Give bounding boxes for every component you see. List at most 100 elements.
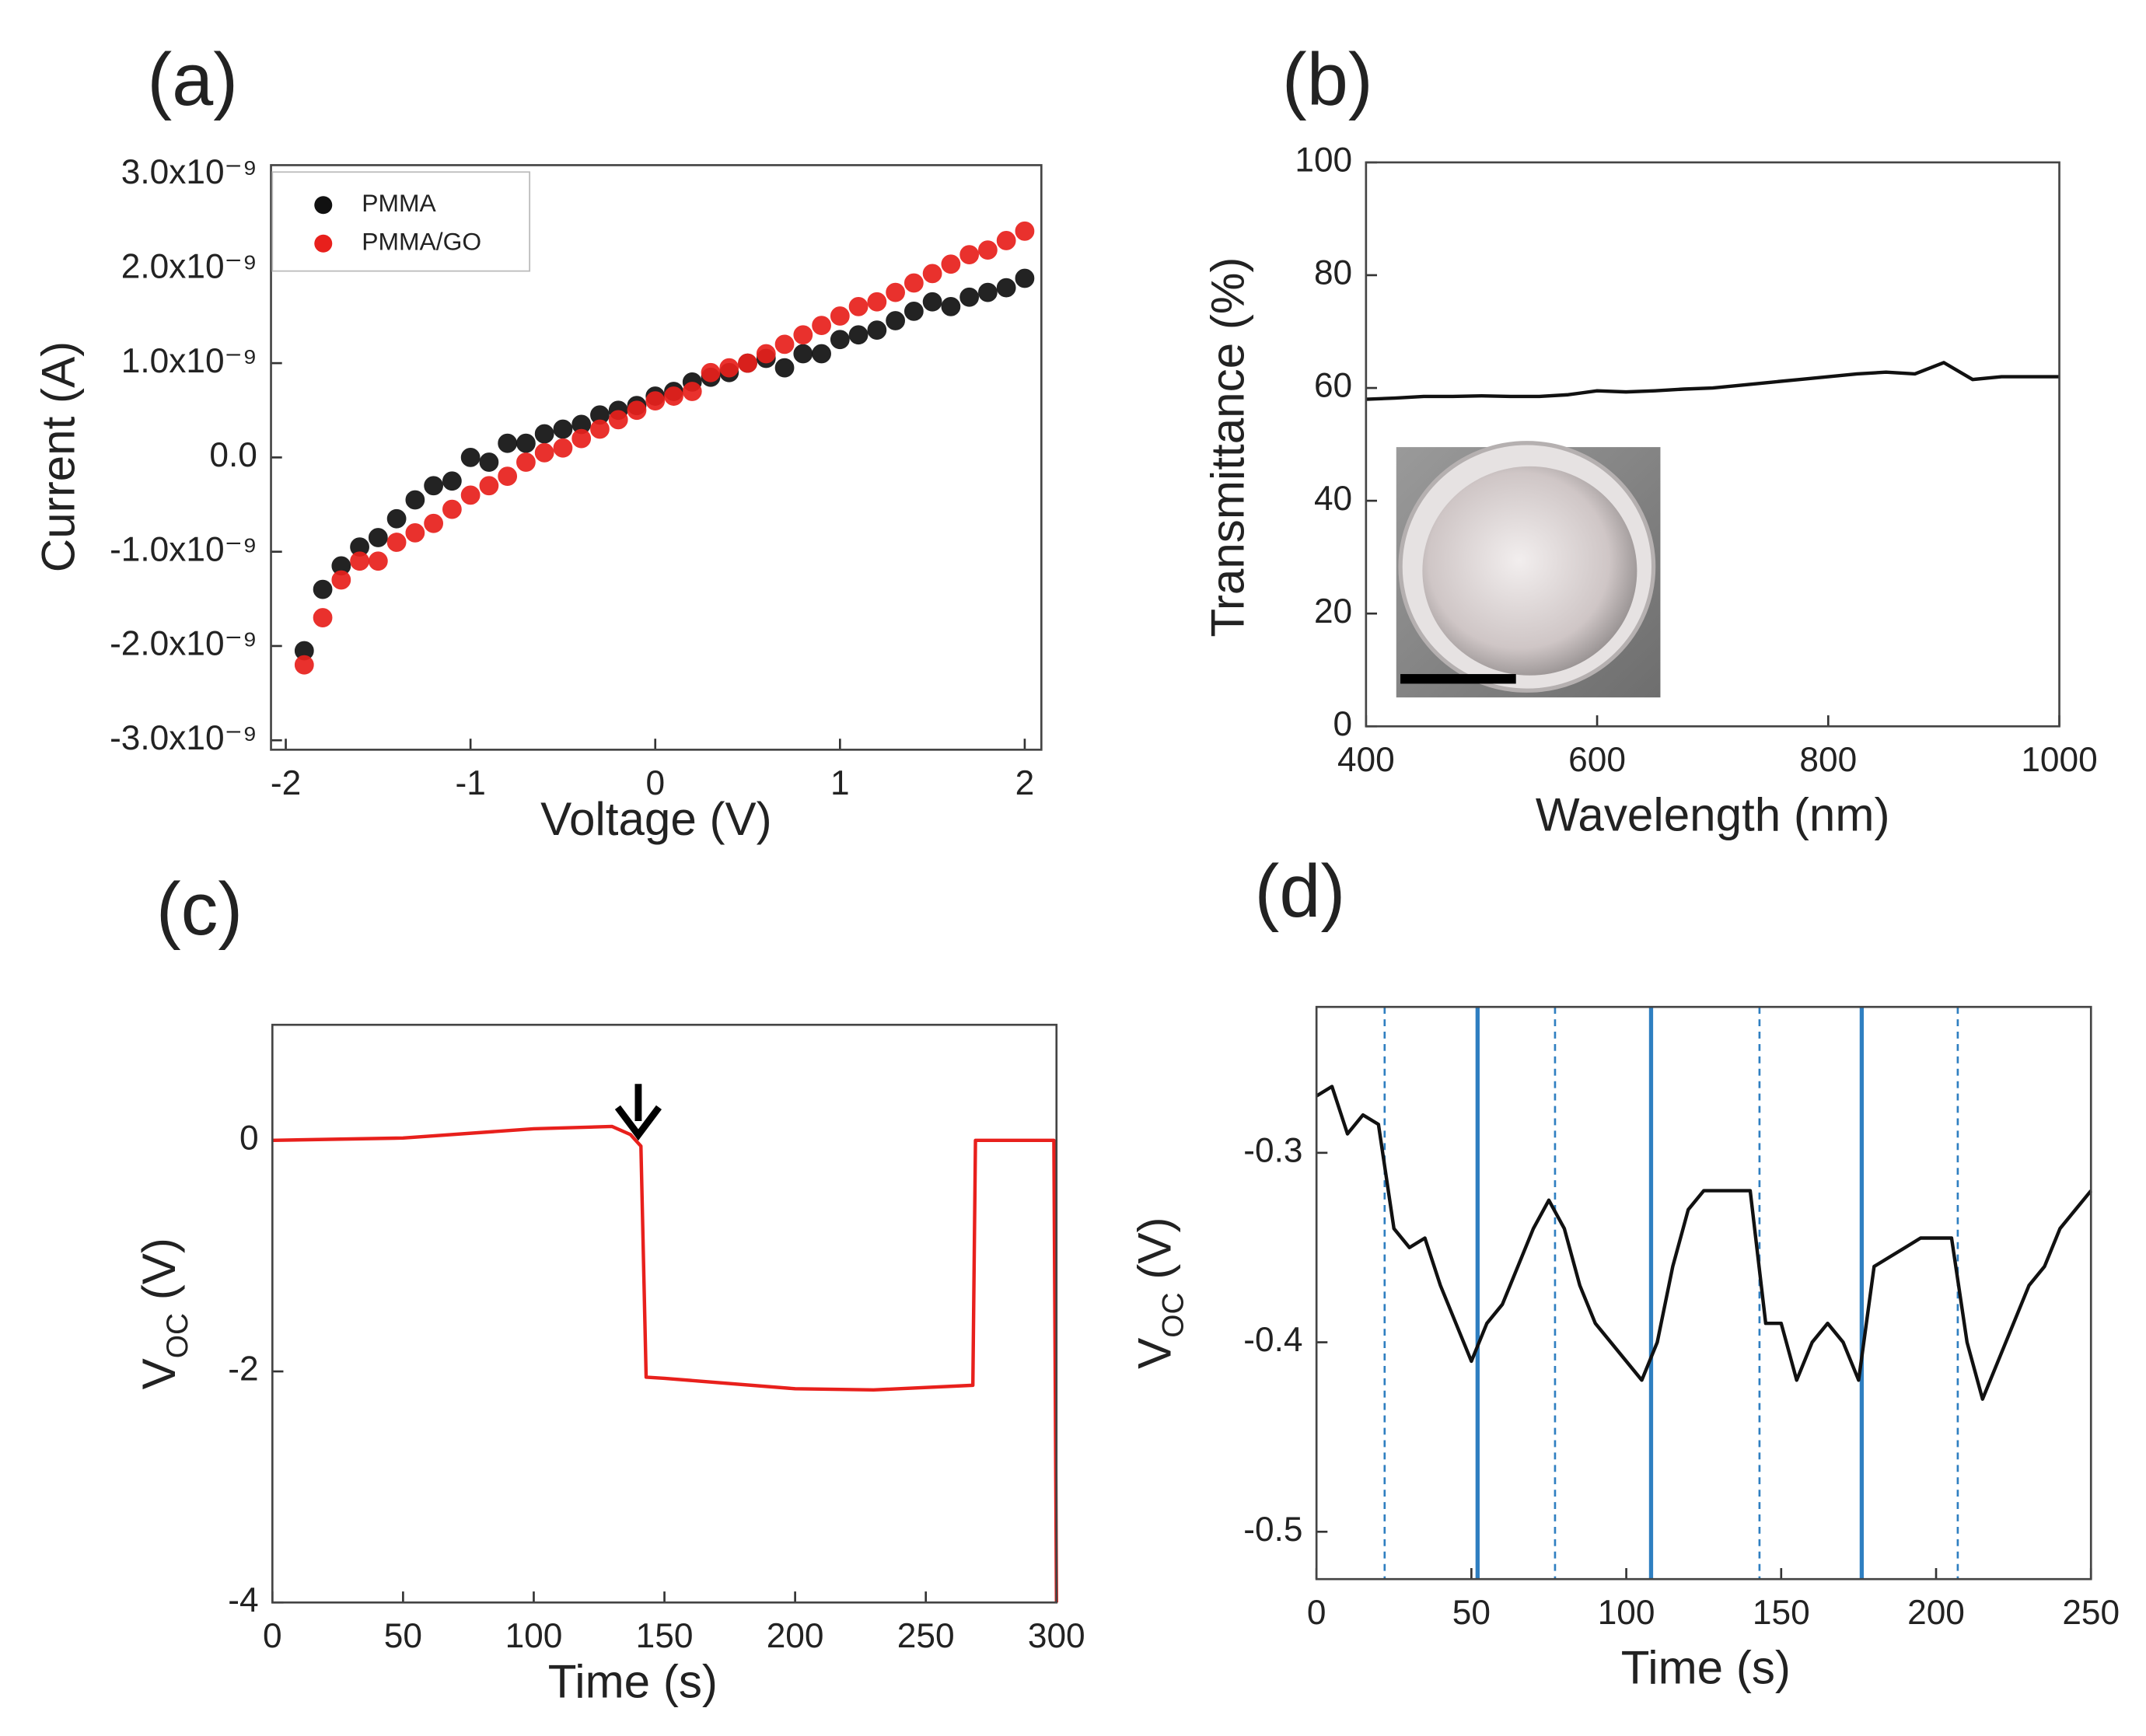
y-tick-label: 3.0x10⁻⁹ (121, 153, 257, 191)
data-point (812, 316, 831, 335)
y-axis-label-part: V (1129, 1338, 1181, 1369)
data-line (1315, 1085, 2092, 1401)
data-point (590, 419, 610, 439)
y-tick-label: 0 (1333, 705, 1353, 743)
data-point (442, 499, 462, 519)
data-point (793, 325, 813, 345)
data-point (627, 400, 647, 421)
y-axis-label-part: OC (1156, 1292, 1190, 1337)
x-tick-label: 250 (2062, 1594, 2120, 1632)
data-point (664, 386, 683, 406)
y-tick-label: 100 (1295, 141, 1352, 180)
data-point (867, 320, 887, 341)
data-point (516, 433, 536, 453)
y-axis-label-part: (V) (1129, 1217, 1181, 1293)
data-point (996, 231, 1016, 250)
y-tick-label: 2.0x10⁻⁹ (121, 248, 257, 286)
x-tick-label: 600 (1568, 741, 1626, 779)
y-tick-label: 60 (1314, 367, 1352, 405)
y-axis-label-part: V (133, 1358, 185, 1389)
data-point (922, 292, 942, 312)
data-point (460, 448, 481, 467)
data-point (848, 296, 869, 316)
data-point (313, 608, 333, 627)
panel: (c) Time (s) VOC (V) 0 50 100 150 200 250 300 -4 -2… (133, 868, 1085, 1707)
y-tick-label: -0.5 (1243, 1511, 1302, 1549)
data-point (553, 438, 573, 458)
legend-marker (314, 196, 333, 215)
y-axis-label-part: Current (A) (33, 341, 85, 572)
data-point (719, 358, 739, 378)
plot-frame (271, 1023, 1058, 1604)
data-point (424, 476, 444, 496)
x-axis-label: Time (s) (548, 1655, 718, 1707)
plot-frame (1315, 1005, 2092, 1581)
panel: (d) Time (s) VOC (V) 0 50 100 150 200 250 -0.5 -0.… (1129, 851, 2120, 1694)
y-axis-label: Transmittance (%) (1201, 257, 1253, 637)
data-point (978, 240, 998, 260)
x-tick-label: 200 (767, 1617, 824, 1655)
legend-label: PMMA (362, 189, 436, 217)
y-axis-label-part: OC (161, 1313, 194, 1358)
x-tick-label: 1 (830, 764, 850, 802)
plot-frame (270, 164, 1043, 751)
x-axis-label: Time (s) (1621, 1642, 1791, 1694)
y-tick-label: 40 (1314, 480, 1352, 518)
arrow-head (614, 1105, 662, 1141)
data-point (294, 655, 314, 675)
y-tick-label: -0.3 (1243, 1132, 1302, 1170)
data-point (534, 424, 554, 444)
data-point (812, 344, 831, 364)
y-tick-label: 20 (1314, 592, 1352, 630)
data-point (386, 508, 407, 529)
x-tick-label: 150 (1753, 1594, 1810, 1632)
data-point (368, 551, 388, 571)
data-point (313, 579, 333, 599)
x-tick-label: 300 (1028, 1617, 1085, 1655)
x-tick-label: 0 (1307, 1594, 1326, 1632)
x-tick-label: 50 (1452, 1594, 1491, 1632)
panel-label: (d) (1255, 851, 1346, 933)
data-line (272, 1124, 1058, 1603)
y-axis-label-part: Transmittance (%) (1201, 257, 1253, 637)
panel-label: (b) (1282, 39, 1373, 121)
x-tick-label: 0 (645, 764, 665, 802)
y-axis-label: VOC (V) (133, 1238, 194, 1389)
data-point (886, 282, 905, 302)
x-tick-label: 400 (1337, 741, 1395, 779)
data-point (756, 344, 776, 364)
data-point (774, 358, 795, 378)
data-point (830, 330, 850, 350)
y-tick-label: -0.4 (1243, 1321, 1302, 1359)
x-axis-label: Voltage (V) (540, 793, 772, 845)
y-tick-label: -3.0x10⁻⁹ (110, 719, 257, 757)
data-point (886, 311, 905, 330)
data-point (405, 490, 425, 510)
data-point (701, 362, 721, 382)
data-point (442, 471, 462, 491)
inset-photo (1396, 441, 1661, 698)
data-point (424, 513, 444, 533)
data-point (996, 278, 1016, 298)
y-tick-label: 80 (1314, 254, 1352, 292)
x-tick-label: 200 (1907, 1594, 1965, 1632)
x-axis-label: Wavelength (nm) (1536, 789, 1890, 841)
panel: (b)Wavelength (nm)Transmittance (%)400 60… (1201, 39, 2097, 841)
x-tick-label: 1000 (2021, 741, 2097, 779)
data-point (498, 466, 518, 487)
data-point (959, 245, 980, 265)
x-tick-label: 250 (897, 1617, 955, 1655)
data-point (1015, 221, 1035, 241)
data-point (738, 353, 757, 373)
data-point (941, 254, 961, 274)
data-point (682, 382, 702, 401)
legend-box (271, 171, 531, 272)
data-point (867, 292, 887, 312)
y-axis-label: VOC (V) (1129, 1217, 1190, 1369)
y-axis-label-part: (V) (133, 1238, 185, 1313)
y-tick-label: -4 (228, 1581, 258, 1619)
x-tick-label: -2 (271, 764, 301, 802)
x-tick-label: -1 (455, 764, 485, 802)
data-point (405, 523, 425, 543)
